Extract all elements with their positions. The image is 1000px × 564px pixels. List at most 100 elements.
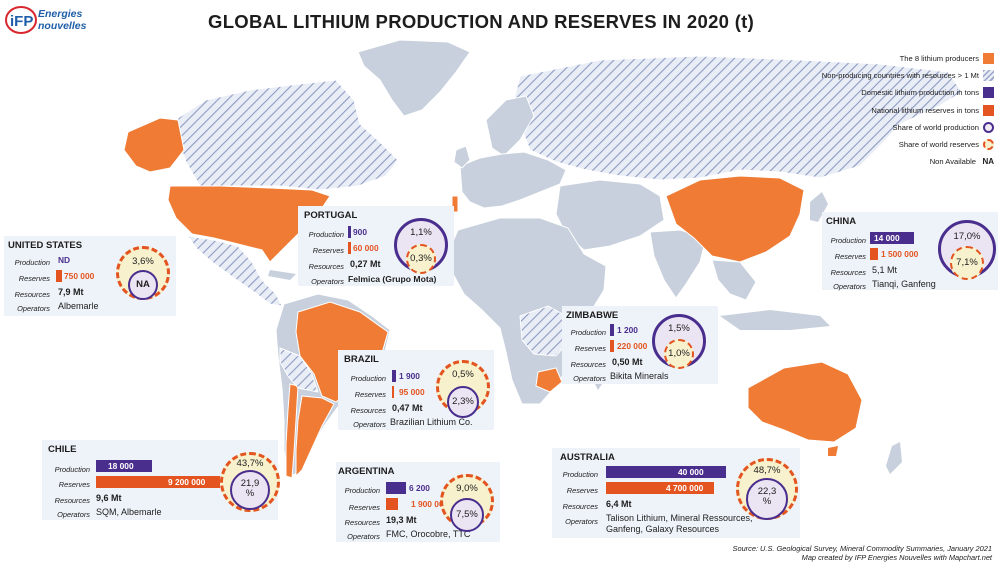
resources-label: Resources xyxy=(350,406,386,415)
reserves-label: Reserves xyxy=(834,252,866,261)
production-label: Production xyxy=(562,470,598,479)
resources-label: Resources xyxy=(344,518,380,527)
reserves-label: Reserves xyxy=(566,486,598,495)
legend-item-na: Non Available NA xyxy=(929,157,994,167)
reserves-label: Reserves xyxy=(354,390,386,399)
operators-value: Bikita Minerals xyxy=(610,371,669,381)
reserves-share-value: 1,0% xyxy=(668,348,690,359)
source-line-1: Source: U.S. Geological Survey, Mineral … xyxy=(732,544,992,553)
resources-label: Resources xyxy=(562,502,598,511)
australia-territory xyxy=(747,361,863,443)
production-share-value: 22,3 % xyxy=(757,486,777,507)
legend: The 8 lithium producers Non-producing co… xyxy=(776,50,994,170)
production-bar xyxy=(606,466,726,478)
legend-item-share-production: Share of world production xyxy=(776,119,994,136)
production-bar xyxy=(392,370,396,382)
operators-label: Operators xyxy=(573,374,606,383)
alaska xyxy=(123,117,185,173)
production-share-circle xyxy=(447,386,479,418)
mexico-central-america xyxy=(186,235,283,307)
united-states-territory xyxy=(167,185,331,263)
greenland xyxy=(357,39,471,117)
resources-value: 0,50 Mt xyxy=(612,357,643,367)
reserves-label: Reserves xyxy=(312,246,344,255)
production-value: 6 200 xyxy=(409,483,430,493)
zimbabwe-territory xyxy=(535,367,563,393)
reserves-share-value: 0,5% xyxy=(452,369,474,380)
legend-item-production: Domestic lithium production in tons xyxy=(776,84,994,101)
reserves-share-value: 0,3% xyxy=(410,253,432,264)
production-share-value: 17,0% xyxy=(953,231,981,242)
resources-value: 19,3 Mt xyxy=(386,515,417,525)
operators-label: Operators xyxy=(353,420,386,429)
production-label: Production xyxy=(570,328,606,337)
resources-value: 5,1 Mt xyxy=(872,265,898,275)
country-name: BRAZIL xyxy=(344,354,379,365)
resources-value: 0,27 Mt xyxy=(350,259,381,269)
production-value: 900 xyxy=(353,227,367,237)
legend-item-reserves: National lithium reserves in tons xyxy=(776,102,994,119)
reserves-value: 95 000 xyxy=(399,387,425,397)
operators-value: Albemarle xyxy=(58,301,99,311)
reserves-value: 9 200 000 xyxy=(168,477,206,487)
orange-swatch-icon xyxy=(983,53,994,65)
production-value: 14 000 xyxy=(874,233,900,243)
production-share-value: 1,5% xyxy=(668,323,690,334)
reserves-bar xyxy=(56,270,62,282)
southeast-asia xyxy=(711,259,757,301)
production-label: Production xyxy=(830,236,866,245)
source-note: Source: U.S. Geological Survey, Mineral … xyxy=(733,544,992,562)
reserves-label: Reserves xyxy=(58,480,90,489)
purple-swatch-icon xyxy=(983,87,994,99)
production-bar xyxy=(96,460,152,472)
reserves-value: 750 000 xyxy=(64,271,95,281)
reserves-value: 1 900 000 xyxy=(411,499,449,509)
resources-label: Resources xyxy=(54,496,90,505)
legend-item-share-reserves: Share of world reserves xyxy=(776,136,994,153)
reserves-value: 220 000 xyxy=(617,341,648,351)
reserves-bar xyxy=(348,242,351,254)
production-share-value: 21,9 % xyxy=(240,478,260,499)
resources-value: 9,6 Mt xyxy=(96,493,122,503)
reserves-bar xyxy=(610,340,614,352)
resources-value: 6,4 Mt xyxy=(606,499,632,509)
country-name: CHINA xyxy=(826,216,857,227)
country-name: AUSTRALIA xyxy=(560,452,615,463)
resources-label: Resources xyxy=(830,268,866,277)
argentina-territory xyxy=(295,395,335,478)
operators-value: Brazilian Lithium Co. xyxy=(390,417,473,427)
production-share-circle xyxy=(128,270,158,300)
china-territory xyxy=(665,175,805,263)
ifp-logo: iFP Energies nouvelles xyxy=(4,2,100,38)
country-name: ZIMBABWE xyxy=(566,310,619,321)
reserves-share-circle xyxy=(664,339,694,369)
reserves-label: Reserves xyxy=(18,274,50,283)
scandinavia xyxy=(485,95,535,157)
uk xyxy=(453,145,471,169)
production-bar xyxy=(386,482,406,494)
chile-territory xyxy=(285,383,299,479)
reserves-share-value: 9,0% xyxy=(456,483,478,494)
operators-label: Operators xyxy=(347,532,380,541)
operators-value: Tianqi, Ganfeng xyxy=(872,279,936,289)
reserves-bar xyxy=(606,482,714,494)
production-share-value: 2,3% xyxy=(452,396,474,407)
source-line-2: Map created by IFP Energies Nouvelles wi… xyxy=(801,553,992,562)
resources-label: Resources xyxy=(570,360,606,369)
operators-value: Felmica (Grupo Mota) xyxy=(348,274,437,284)
production-value: 18 000 xyxy=(108,461,134,471)
legend-item-producers: The 8 lithium producers xyxy=(776,50,994,67)
red-swatch-icon xyxy=(983,104,994,116)
production-circle-icon xyxy=(983,121,994,133)
production-label: Production xyxy=(54,465,90,474)
operators-value: FMC, Orocobre, TTC xyxy=(386,529,471,539)
production-share-circle xyxy=(450,498,484,532)
resources-label: Resources xyxy=(14,290,50,299)
legend-item-resources: Non-producing countries with resources >… xyxy=(776,67,994,84)
operators-value: Talison Lithium, Mineral Ressources, Gan… xyxy=(606,513,753,534)
country-name: ARGENTINA xyxy=(338,466,395,477)
reserves-share-value: 7,1% xyxy=(956,257,978,268)
resources-value: 7,9 Mt xyxy=(58,287,84,297)
operators-label: Operators xyxy=(57,510,90,519)
